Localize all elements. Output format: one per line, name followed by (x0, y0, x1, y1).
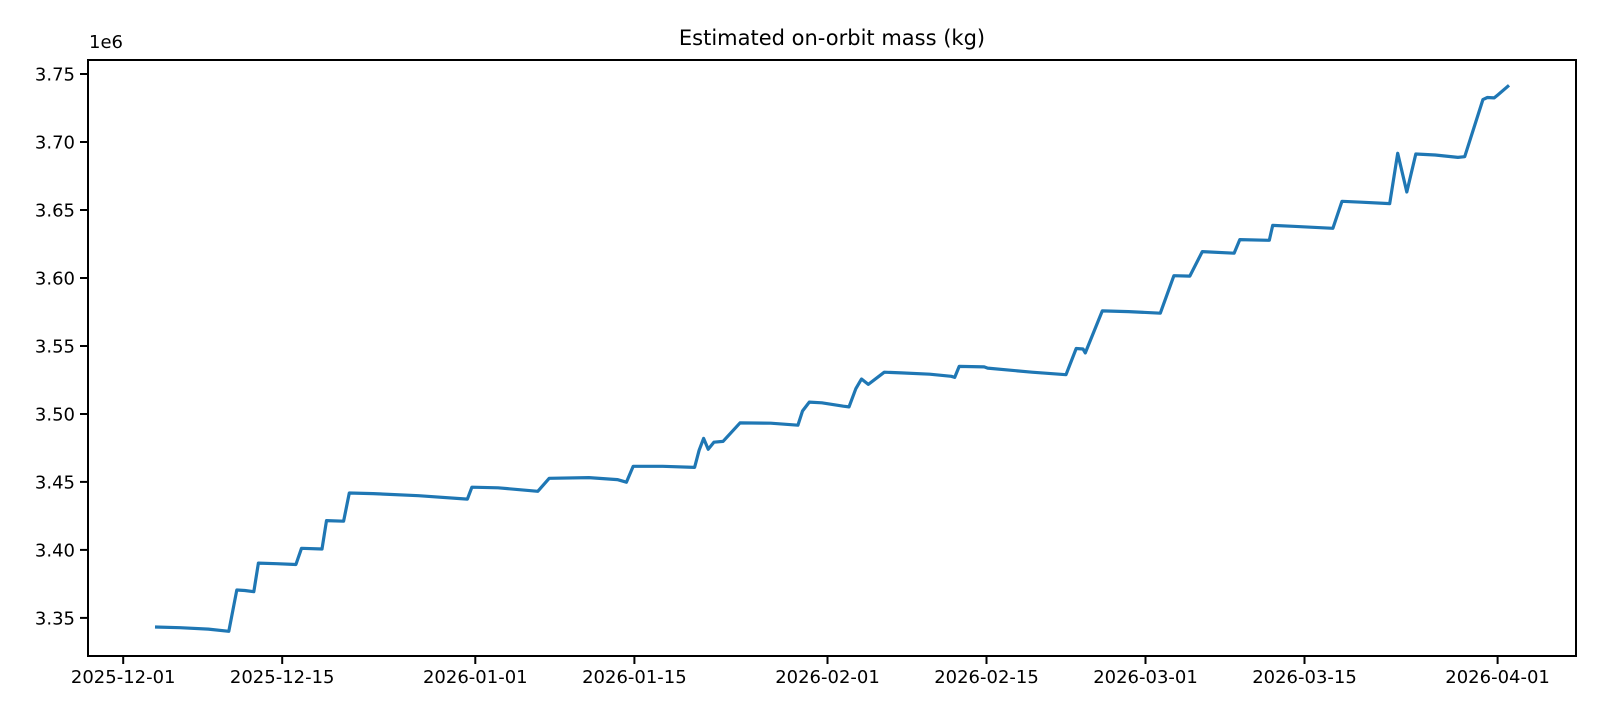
x-tick-label: 2026-01-01 (423, 667, 528, 688)
x-tick-label: 2026-02-15 (934, 667, 1039, 688)
x-tick-label: 2026-03-15 (1252, 667, 1357, 688)
x-tick-label: 2026-01-15 (582, 667, 687, 688)
y-tick-label: 3.35 (35, 608, 75, 629)
y-tick-label: 3.50 (35, 405, 75, 426)
x-tick-label: 2026-02-01 (775, 667, 880, 688)
y-tick-label: 3.65 (35, 201, 75, 222)
mass-series-line (154, 84, 1511, 633)
y-tick-label: 3.55 (35, 337, 75, 358)
axes-spines (87, 59, 1577, 657)
y-axis-offset-label: 1e6 (89, 32, 123, 53)
y-tick-label: 3.75 (35, 65, 75, 86)
y-tick-label: 3.45 (35, 472, 75, 493)
y-tick-label: 3.60 (35, 269, 75, 290)
x-tick-label: 2025-12-15 (230, 667, 335, 688)
x-tick-label: 2026-03-01 (1093, 667, 1198, 688)
plot-area: 2025-12-01 2025-12-15 2026-01-01 2026-01-15… (35, 59, 1577, 688)
x-tick-label: 2026-04-01 (1445, 667, 1550, 688)
y-tick-label: 3.70 (35, 133, 75, 154)
y-tick-label: 3.40 (35, 540, 75, 561)
x-tick-label: 2025-12-01 (71, 667, 176, 688)
chart-title: Estimated on-orbit mass (kg) (679, 26, 985, 50)
